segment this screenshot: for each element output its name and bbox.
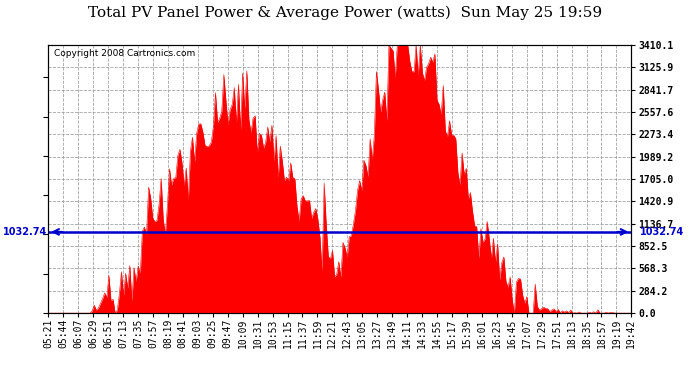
Text: Total PV Panel Power & Average Power (watts)  Sun May 25 19:59: Total PV Panel Power & Average Power (wa… <box>88 6 602 20</box>
Text: Copyright 2008 Cartronics.com: Copyright 2008 Cartronics.com <box>54 49 195 58</box>
Text: 1032.74: 1032.74 <box>3 227 47 237</box>
Text: 1032.74: 1032.74 <box>640 227 684 237</box>
